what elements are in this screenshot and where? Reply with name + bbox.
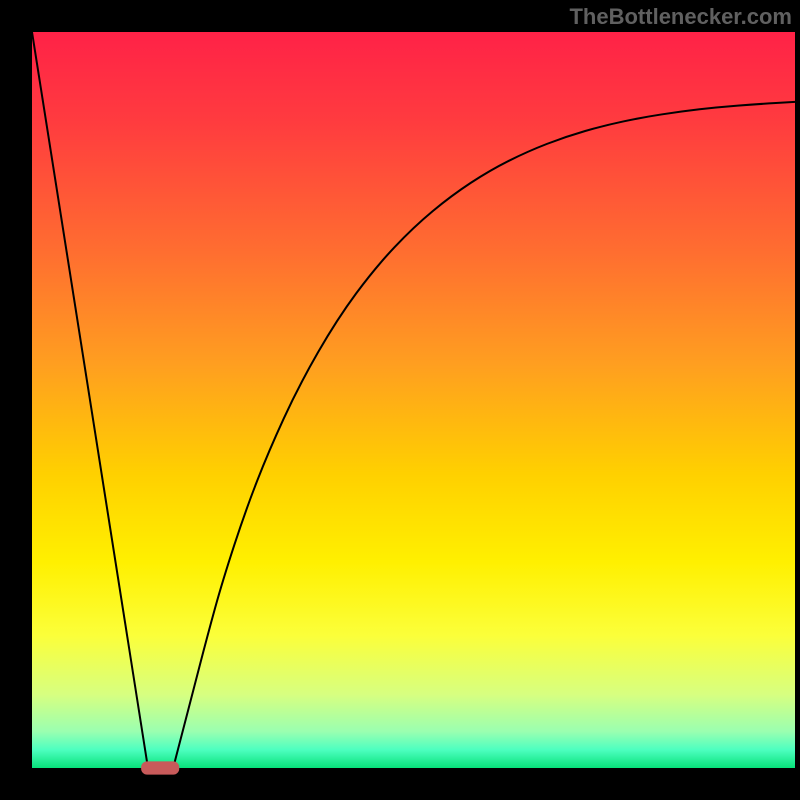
chart-svg xyxy=(0,0,800,800)
vertex-marker xyxy=(141,761,179,774)
watermark-text: TheBottlenecker.com xyxy=(569,4,792,30)
plot-area xyxy=(32,32,795,768)
chart-container: TheBottlenecker.com xyxy=(0,0,800,800)
